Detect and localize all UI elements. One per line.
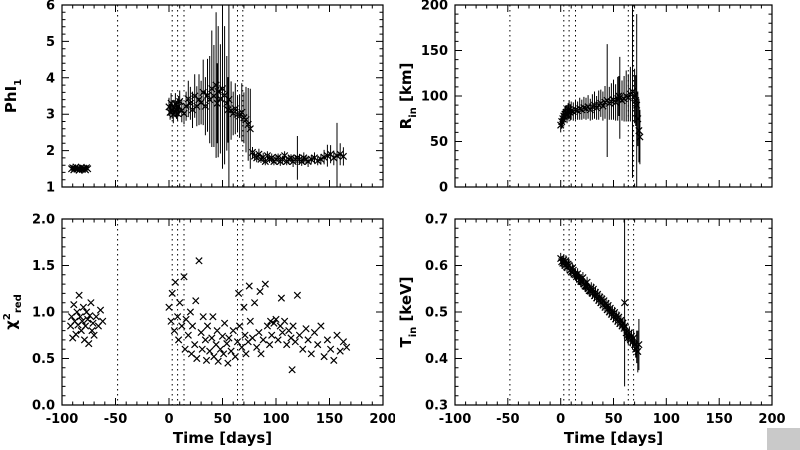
x-tick-label: 200 (369, 412, 395, 427)
panel-chi-squared: 0.0 0.5 1.0 1.5 2.0 -100 -50 0 50 100 150 200 Time [… (0, 205, 397, 450)
panel-inner-radius: 0 50 100 150 200 Rin [km] (395, 0, 800, 205)
x-tick-label: -100 (46, 412, 79, 427)
y-tick-label: 0 (439, 181, 448, 196)
x-tick-label: -100 (439, 412, 472, 427)
x-tick-label: -50 (104, 412, 128, 427)
y-axis-title: Tin [keV] (397, 276, 419, 347)
y-tick-label: 5 (46, 35, 55, 50)
y-tick-label: 4 (46, 71, 55, 86)
x-tick-label: 150 (316, 412, 343, 427)
y-tick-label: 1.5 (32, 259, 55, 274)
plot-canvas: 0.3 0.4 0.5 0.6 0.7 -100 -50 0 50 100 150 200 Time [… (397, 213, 786, 448)
x-axis-title: Time [days] (173, 429, 272, 447)
plot-canvas: 0.0 0.5 1.0 1.5 2.0 -100 -50 0 50 100 150 200 Time [… (2, 213, 397, 448)
y-tick-label: 0.0 (32, 399, 55, 414)
y-tick-label: 0.5 (32, 352, 55, 367)
x-axis-title: Time [days] (564, 429, 663, 447)
y-tick-label: 1 (46, 181, 55, 196)
y-tick-label: 0.5 (425, 306, 448, 321)
x-tick-label: 0 (556, 412, 565, 427)
y-axis-title: Rin [km] (397, 63, 419, 130)
plot-canvas: 0 50 100 150 200 Rin [km] (397, 0, 773, 196)
x-tick-label: 100 (653, 412, 680, 427)
x-tick-label: 200 (758, 412, 785, 427)
y-tick-label: 6 (46, 0, 55, 14)
x-tick-label: -50 (496, 412, 520, 427)
y-tick-label: 50 (430, 135, 448, 150)
y-axis-title: PhI1 (2, 79, 24, 113)
plot-canvas: 1 2 3 4 5 6 PhI1 (2, 0, 384, 196)
y-tick-label: 200 (421, 0, 448, 14)
y-tick-label: 0.3 (425, 399, 448, 414)
x-tick-label: 50 (604, 412, 622, 427)
y-tick-label: 150 (421, 44, 448, 59)
y-tick-label: 0.4 (425, 352, 448, 367)
y-tick-label: 100 (421, 90, 448, 105)
y-tick-label: 0.7 (425, 213, 448, 228)
x-tick-label: 100 (262, 412, 289, 427)
y-tick-label: 3 (46, 108, 55, 123)
y-tick-label: 0.6 (425, 259, 448, 274)
x-tick-label: 0 (164, 412, 173, 427)
x-tick-label: 50 (213, 412, 231, 427)
x-tick-label: 150 (706, 412, 733, 427)
y-tick-label: 2.0 (32, 213, 55, 228)
corner-overlay-artifact (767, 428, 800, 450)
y-tick-label: 2 (46, 144, 55, 159)
y-axis-title: χ2red (2, 294, 24, 330)
panel-inner-temperature: 0.3 0.4 0.5 0.6 0.7 -100 -50 0 50 100 150 200 Time [… (395, 205, 800, 450)
panel-photon-index: 1 2 3 4 5 6 PhI1 (0, 0, 395, 205)
y-tick-label: 1.0 (32, 306, 55, 321)
